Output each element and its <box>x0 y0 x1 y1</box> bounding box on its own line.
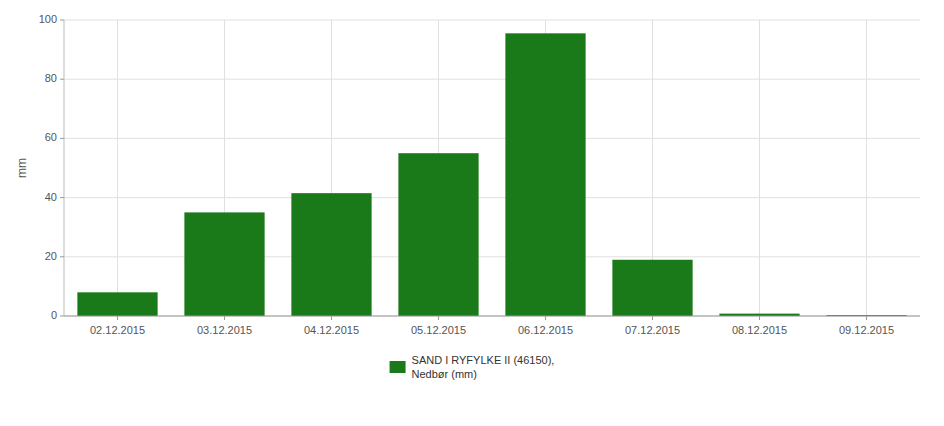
x-tick <box>759 316 760 320</box>
y-tick-label: 60 <box>45 131 57 143</box>
grid-line-x <box>866 20 867 316</box>
x-tick <box>224 316 225 320</box>
legend-swatch <box>390 361 406 373</box>
x-tick <box>331 316 332 320</box>
grid <box>64 20 920 316</box>
y-tick <box>60 138 64 139</box>
y-tick-label: 40 <box>45 191 57 203</box>
grid-line-y <box>64 316 920 317</box>
bar <box>612 260 692 316</box>
x-tick-label: 05.12.2015 <box>411 324 466 336</box>
y-axis-line <box>64 20 65 316</box>
x-tick <box>117 316 118 320</box>
y-axis-label: mm <box>15 158 29 178</box>
bar <box>505 33 585 316</box>
y-axis: 0 20 40 60 80 100 <box>39 13 64 321</box>
y-tick <box>60 20 64 21</box>
y-tick <box>60 197 64 198</box>
bars <box>77 33 906 316</box>
y-tick <box>60 316 64 317</box>
y-tick-label: 20 <box>45 250 57 262</box>
x-tick-label: 08.12.2015 <box>732 324 787 336</box>
bar <box>184 212 264 316</box>
chart-container: 0 20 40 60 80 100 02.12.2015 03.12.2015 04.12.20… <box>0 0 944 426</box>
bar <box>398 153 478 316</box>
x-tick-label: 09.12.2015 <box>839 324 894 336</box>
x-tick <box>545 316 546 320</box>
x-tick-label: 02.12.2015 <box>90 324 145 336</box>
grid-line-y <box>64 20 920 21</box>
y-tick-label: 80 <box>45 72 57 84</box>
grid-line-x <box>759 20 760 316</box>
x-tick-label: 04.12.2015 <box>304 324 359 336</box>
x-tick-label: 03.12.2015 <box>197 324 252 336</box>
y-tick-label: 0 <box>51 309 57 321</box>
x-tick <box>866 316 867 320</box>
y-tick <box>60 79 64 80</box>
y-tick-label: 100 <box>39 13 57 25</box>
grid-line-y <box>64 138 920 139</box>
legend-label-line: Nedbør (mm) <box>412 368 477 380</box>
bar <box>77 292 157 316</box>
x-tick <box>652 316 653 320</box>
bar <box>291 193 371 316</box>
grid-line-y <box>64 197 920 198</box>
x-axis: 02.12.2015 03.12.2015 04.12.2015 05.12.2015… <box>90 316 894 336</box>
grid-line-y <box>64 79 920 80</box>
legend: SAND I RYFYLKE II (46150), Nedbør (mm) <box>390 354 555 380</box>
x-tick <box>438 316 439 320</box>
y-tick <box>60 256 64 257</box>
legend-label: SAND I RYFYLKE II (46150), Nedbør (mm) <box>412 354 555 380</box>
x-axis-line <box>64 316 920 317</box>
grid-line-x <box>117 20 118 316</box>
legend-label-line: SAND I RYFYLKE II (46150), <box>412 354 555 366</box>
chart: 0 20 40 60 80 100 02.12.2015 03.12.2015 04.12.20… <box>0 0 944 426</box>
x-tick-label: 06.12.2015 <box>518 324 573 336</box>
x-tick-label: 07.12.2015 <box>625 324 680 336</box>
